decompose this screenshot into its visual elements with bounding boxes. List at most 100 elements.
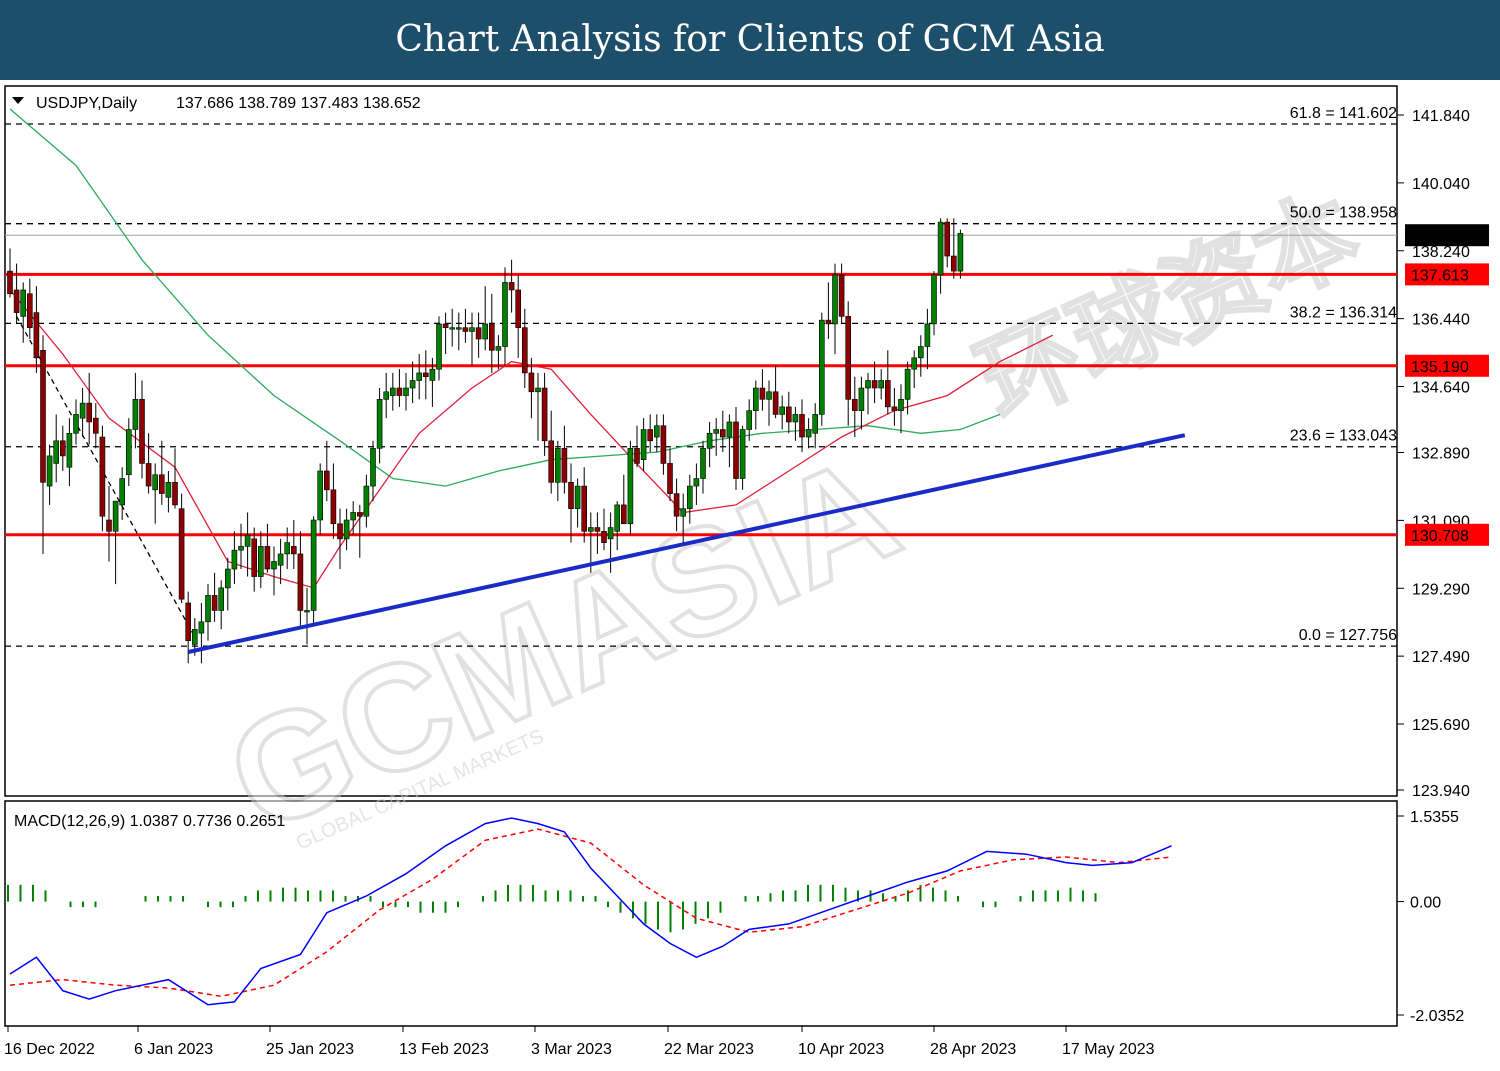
candle-body [548,440,555,483]
dashed-trend-line [16,316,196,638]
price-tick-label: 140.040 [1412,176,1470,193]
candle-body [172,481,178,506]
candle-body [521,327,528,374]
candle-body [759,387,766,400]
candle-body [495,346,502,351]
candle-body [205,595,211,623]
levels-layer: 61.8 = 141.602 50.0 = 138.958 38.2 = 136.3… [5,105,1397,647]
date-tick-label: 16 Dec 2022 [4,1041,95,1058]
date-axis: 16 Dec 2022 6 Jan 2023 25 Jan 2023 13 Feb 2… [4,1026,1155,1058]
candle-body [159,474,165,494]
candle-body [337,523,343,540]
chart-area: GCMASIA GLOBAL CAPITAL MARKETS 环球资本 61.8… [4,85,1489,1058]
candle-body [581,485,588,532]
date-tick-label: 3 Mar 2023 [531,1041,612,1058]
candle-body [475,327,482,340]
candle-body [46,455,53,487]
dropdown-triangle-icon[interactable] [12,97,24,104]
current-price-tag [1405,224,1489,247]
candle-body [383,391,390,400]
candle-body [178,508,185,600]
candle-body [356,512,363,517]
candle-body [277,553,284,566]
candle-body [528,372,535,393]
candle-body [165,481,172,498]
macd-tick-label: 0.00 [1410,895,1441,912]
candle-body [370,448,376,487]
candle-body [225,568,231,589]
candle-body [838,274,845,317]
candle-body [944,221,951,257]
candle-body [891,406,898,411]
fib-level-label: 0.0 = 127.756 [1299,627,1397,644]
candle-body [871,380,878,389]
candle-body [251,538,257,577]
candle-body [93,417,99,434]
level-tag-label: 137.613 [1411,267,1469,284]
candle-body [271,561,277,570]
candle-body [561,448,568,483]
candle-body [931,274,937,325]
candle-body [937,221,944,276]
price-panel [4,85,1398,797]
candle-body [746,410,753,430]
date-tick-label: 17 May 2023 [1062,1041,1155,1058]
candle-body [640,429,647,460]
candle-body [680,508,687,517]
candle-body [653,425,660,438]
level-tag [1405,523,1489,546]
candle-body [667,463,673,494]
trendline-layer [187,433,1186,654]
candle-body [634,448,640,464]
candle-body [594,527,601,532]
candle-body [614,504,621,532]
candle-body [449,327,456,330]
candle-body [442,323,449,328]
candle-body [257,546,264,577]
candle-body [601,531,607,543]
candle-body [587,527,594,532]
price-tick-label: 129.290 [1412,581,1470,598]
candle-body [244,534,251,547]
candle-body [660,425,667,464]
candle-body [422,372,429,378]
candle-body [343,519,350,540]
candle-body [86,402,92,423]
candle-body [185,602,191,641]
candle-body [211,595,218,611]
candle-body [53,440,60,464]
candle-body [792,414,799,423]
fast-moving-average-line [9,289,1054,589]
current-price-tag-label: 138.652 [1411,228,1469,245]
candle-body [772,391,779,415]
ascending-trendline [187,433,1186,654]
candle-body [508,282,515,291]
candle-body [502,282,508,347]
ohlc-label: 137.686 138.789 137.483 138.652 [176,95,421,112]
candle-body [812,414,819,434]
candle-body [145,463,152,487]
macd-layer: 1.5355 0.00 -2.0352 [7,809,1464,1025]
macd-tick-label: 1.5355 [1410,809,1459,826]
price-tick-label: 132.890 [1412,446,1470,463]
candle-body [192,629,198,645]
symbol-label: USDJPY,Daily [36,95,137,112]
price-tick-label: 136.440 [1412,312,1470,329]
candle-body [752,387,759,411]
candle-body [726,421,733,438]
macd-tick-label: -2.0352 [1410,1008,1464,1025]
candle-body [264,546,271,570]
macd-label: MACD(12,26,9) 1.0387 0.7736 0.2651 [14,813,285,830]
candle-body [363,485,370,517]
candle-body [198,621,205,634]
candle-body [462,327,469,332]
candle-body [884,380,891,408]
candle-body [416,372,423,381]
candle-body [284,542,291,555]
level-tag-label: 130.708 [1411,528,1469,545]
candle-body [59,440,66,457]
candle-body [700,448,706,479]
candle-body [825,319,832,325]
macd-line [9,817,1172,1006]
candle-body [389,387,396,396]
